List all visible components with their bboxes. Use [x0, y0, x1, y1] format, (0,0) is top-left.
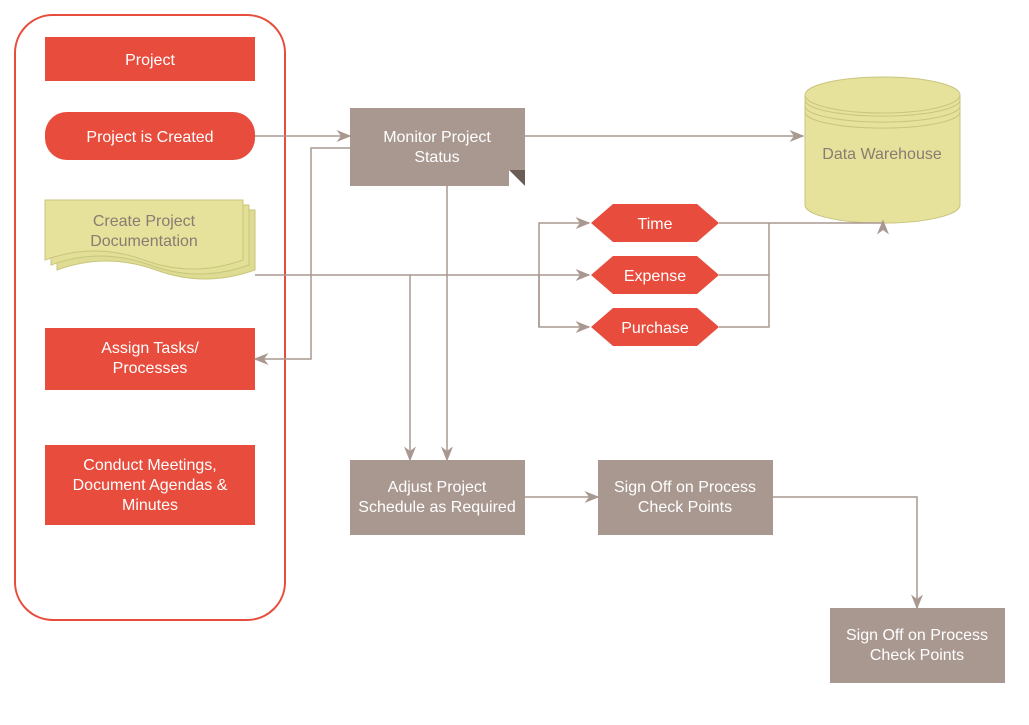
node-purchase: Purchase — [591, 308, 719, 346]
node-monitor: Monitor Project Status — [350, 108, 525, 186]
node-project: Project — [45, 37, 255, 81]
svg-text:Minutes: Minutes — [122, 497, 178, 514]
node-meetings: Conduct Meetings, Document Agendas & Min… — [45, 445, 255, 525]
svg-text:Check Points: Check Points — [870, 647, 964, 664]
svg-text:Monitor Project: Monitor Project — [383, 129, 491, 146]
svg-text:Expense: Expense — [624, 268, 686, 285]
svg-text:Conduct Meetings,: Conduct Meetings, — [83, 457, 216, 474]
svg-text:Documentation: Documentation — [90, 233, 198, 250]
node-time: Time — [591, 204, 719, 242]
node-warehouse: Data Warehouse — [805, 77, 960, 223]
node-signoff1: Sign Off on Process Check Points — [598, 460, 773, 535]
svg-text:Project is Created: Project is Created — [86, 129, 213, 146]
svg-text:Project: Project — [125, 52, 175, 69]
svg-text:Data Warehouse: Data Warehouse — [822, 146, 942, 163]
svg-text:Processes: Processes — [113, 360, 188, 377]
svg-text:Check Points: Check Points — [638, 499, 732, 516]
svg-text:Time: Time — [638, 216, 673, 233]
svg-text:Create Project: Create Project — [93, 213, 196, 230]
node-docs: Create Project Documentation — [45, 200, 255, 279]
node-created: Project is Created — [45, 112, 255, 160]
container-outline — [15, 15, 285, 620]
svg-text:Assign Tasks/: Assign Tasks/ — [101, 340, 199, 357]
svg-text:Sign Off on Process: Sign Off on Process — [614, 479, 756, 496]
svg-text:Purchase: Purchase — [621, 320, 689, 337]
svg-text:Adjust Project: Adjust Project — [388, 479, 487, 496]
node-expense: Expense — [591, 256, 719, 294]
svg-text:Document Agendas &: Document Agendas & — [73, 477, 228, 494]
node-signoff2: Sign Off on Process Check Points — [830, 608, 1005, 683]
node-assign: Assign Tasks/ Processes — [45, 328, 255, 390]
node-adjust: Adjust Project Schedule as Required — [350, 460, 525, 535]
svg-text:Status: Status — [414, 149, 459, 166]
svg-text:Schedule as Required: Schedule as Required — [358, 499, 515, 516]
svg-text:Sign Off on Process: Sign Off on Process — [846, 627, 988, 644]
